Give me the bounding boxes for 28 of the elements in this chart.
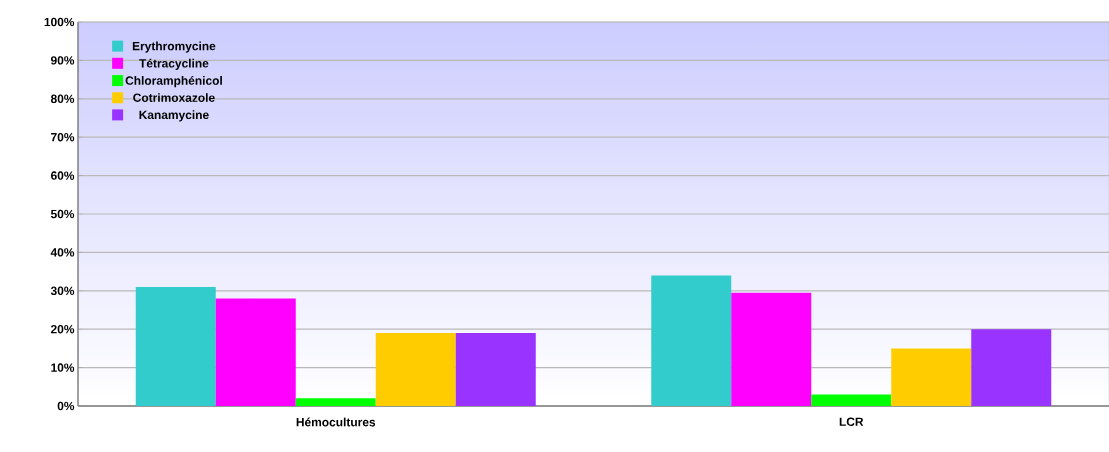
y-tick-label: 40% xyxy=(50,248,75,257)
y-tick-label: 100% xyxy=(44,17,75,27)
bar xyxy=(215,298,296,406)
legend-label: Tétracycline xyxy=(139,58,209,70)
bar xyxy=(971,329,1052,406)
x-tick-label: LCR xyxy=(839,417,864,426)
y-tick-label: 20% xyxy=(50,324,75,334)
legend-label: Kanamycine xyxy=(139,110,209,122)
bar xyxy=(455,333,536,406)
bar xyxy=(891,348,972,406)
bar xyxy=(295,398,376,406)
bar xyxy=(135,286,216,406)
bar xyxy=(731,292,812,406)
bar xyxy=(811,394,892,406)
y-tick-label: 90% xyxy=(50,56,75,65)
y-tick-label: 10% xyxy=(51,363,75,372)
y-tick-label: 50% xyxy=(50,209,75,219)
bar xyxy=(375,333,456,406)
bar xyxy=(651,275,732,406)
y-tick-label: 60% xyxy=(50,171,75,180)
y-tick-label: 0% xyxy=(57,401,75,411)
y-tick-label: 70% xyxy=(51,132,75,142)
legend-label: Cotrimoxazole xyxy=(133,93,215,102)
x-tick-label: Hémocultures xyxy=(296,417,376,427)
y-tick-label: 80% xyxy=(50,94,75,104)
y-tick-label: 30% xyxy=(50,286,75,296)
legend-label: Erythromycine xyxy=(132,41,216,53)
legend-label: Chloramphénicol xyxy=(125,75,222,88)
